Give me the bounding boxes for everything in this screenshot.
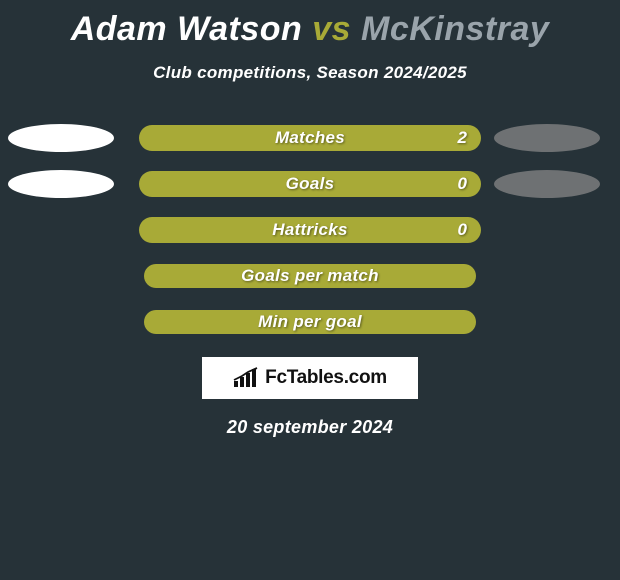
stat-row-goals: Goals 0 xyxy=(0,161,620,207)
stat-rows: Matches 2 Goals 0 Hattricks 0 Goals per … xyxy=(0,115,620,345)
stat-label: Hattricks xyxy=(272,220,347,240)
stat-value: 2 xyxy=(458,128,467,148)
logo-text: FcTables.com xyxy=(265,367,387,389)
stat-label: Goals per match xyxy=(241,266,379,286)
stat-label: Goals xyxy=(286,174,335,194)
logo-box: FcTables.com xyxy=(202,357,418,399)
player2-name: McKinstray xyxy=(361,10,549,48)
oval-right xyxy=(494,170,600,198)
stat-row-matches: Matches 2 xyxy=(0,115,620,161)
stat-row-hattricks: Hattricks 0 xyxy=(0,207,620,253)
subtitle: Club competitions, Season 2024/2025 xyxy=(0,63,620,83)
player1-name: Adam Watson xyxy=(71,10,303,48)
stat-bar: Min per goal xyxy=(144,310,476,334)
oval-left xyxy=(8,124,114,152)
stat-label: Matches xyxy=(275,128,345,148)
stat-bar: Goals per match xyxy=(144,264,476,288)
stat-bar: Hattricks 0 xyxy=(139,217,481,243)
oval-left xyxy=(8,170,114,198)
oval-right xyxy=(494,124,600,152)
stat-value: 0 xyxy=(458,174,467,194)
stat-value: 0 xyxy=(458,220,467,240)
stat-label: Min per goal xyxy=(258,312,362,332)
chart-icon xyxy=(233,367,259,389)
stat-row-goals-per-match: Goals per match xyxy=(0,253,620,299)
date-text: 20 september 2024 xyxy=(0,417,620,438)
page-title: Adam Watson vs McKinstray xyxy=(0,0,620,49)
stat-bar: Matches 2 xyxy=(139,125,481,151)
vs-text: vs xyxy=(312,10,351,48)
stat-row-min-per-goal: Min per goal xyxy=(0,299,620,345)
stat-bar: Goals 0 xyxy=(139,171,481,197)
